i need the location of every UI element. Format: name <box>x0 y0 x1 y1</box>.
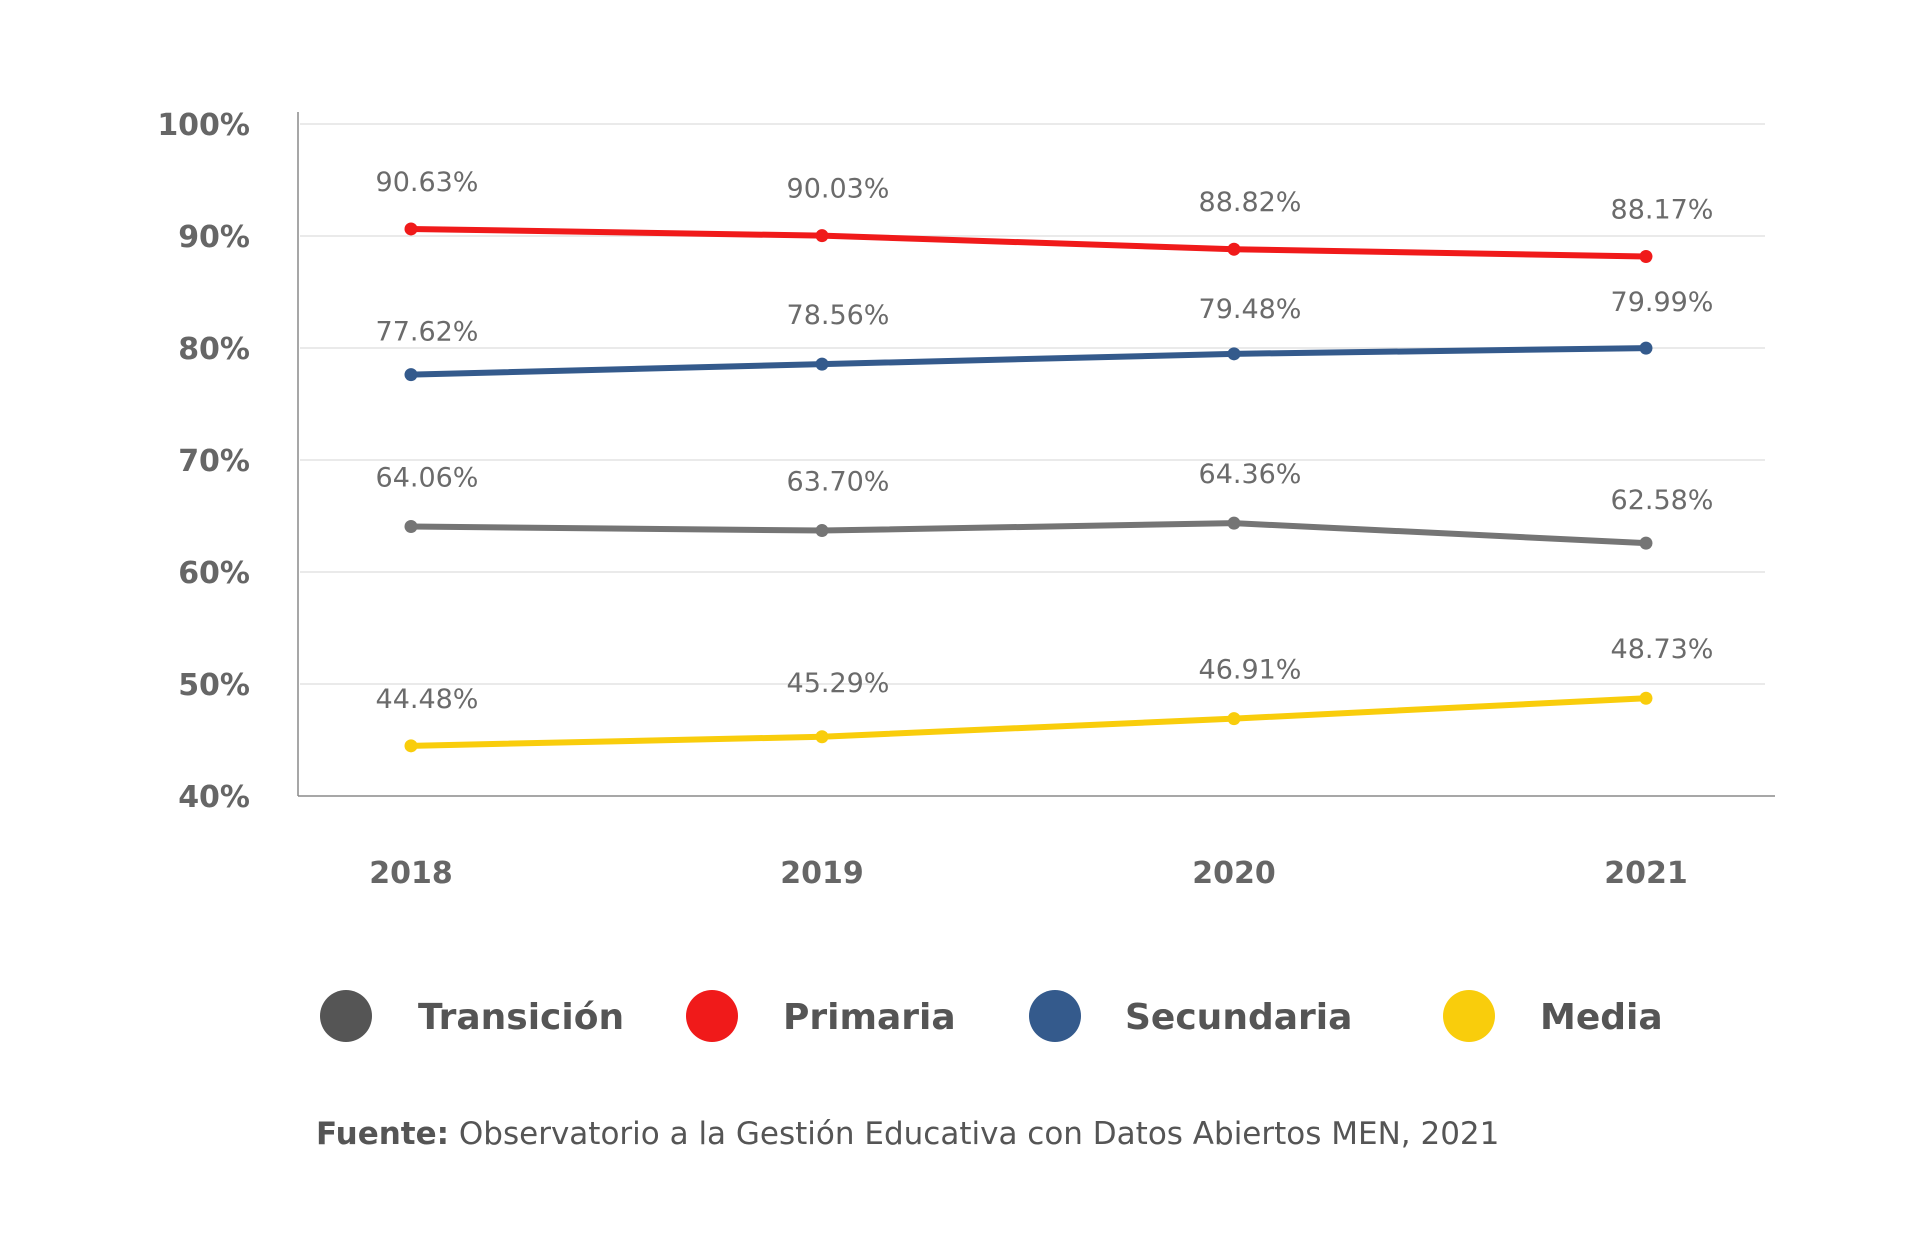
data-labels: 64.06% 63.70% 64.36% 62.58% 90.63% 90.03% 88.8… <box>376 167 1714 715</box>
y-tick-label: 70% <box>178 444 250 479</box>
series-line <box>408 695 1649 749</box>
data-label: 44.48% <box>376 684 479 715</box>
series-line <box>408 225 1649 260</box>
legend-label: Transición <box>418 997 624 1038</box>
data-point <box>1227 712 1241 726</box>
legend-marker <box>686 990 738 1042</box>
y-tick-labels: 40% 50% 60% 70% 80% 90% 100% <box>157 108 250 815</box>
data-point <box>815 730 829 744</box>
data-label: 88.82% <box>1199 187 1302 218</box>
data-point <box>1639 341 1653 355</box>
data-label: 77.62% <box>376 317 479 348</box>
data-point <box>815 229 829 243</box>
data-label: 64.36% <box>1199 459 1302 490</box>
legend-marker <box>1443 990 1495 1042</box>
legend-label: Primaria <box>783 997 956 1038</box>
data-label: 62.58% <box>1611 485 1714 516</box>
y-tick-label: 90% <box>178 220 250 255</box>
data-point <box>815 357 829 371</box>
data-point <box>404 520 418 534</box>
axes <box>297 112 1775 797</box>
legend-marker <box>320 990 372 1042</box>
data-point <box>1639 536 1653 550</box>
x-tick-label: 2020 <box>1192 856 1276 891</box>
data-label: 79.99% <box>1611 287 1714 318</box>
data-label: 63.70% <box>787 467 890 498</box>
data-label: 79.48% <box>1199 294 1302 325</box>
y-tick-label: 40% <box>178 780 250 815</box>
data-point <box>404 222 418 236</box>
y-tick-label: 50% <box>178 668 250 703</box>
data-label: 90.63% <box>376 167 479 198</box>
series-line <box>408 345 1649 378</box>
legend-label: Secundaria <box>1125 997 1352 1038</box>
legend-marker <box>1029 990 1081 1042</box>
data-label: 45.29% <box>787 668 890 699</box>
y-tick-label: 100% <box>157 108 250 143</box>
x-tick-labels: 2018 2019 2020 2021 <box>369 856 1688 891</box>
data-point <box>815 524 829 538</box>
data-label: 88.17% <box>1611 194 1714 225</box>
data-label: 46.91% <box>1199 655 1302 686</box>
y-tick-label: 60% <box>178 556 250 591</box>
x-tick-label: 2018 <box>369 856 453 891</box>
data-point <box>1227 347 1241 361</box>
source-note: Fuente: Observatorio a la Gestión Educat… <box>316 1116 1499 1152</box>
x-tick-label: 2019 <box>780 856 864 891</box>
legend: Transición Primaria Secundaria Media <box>320 990 1663 1042</box>
source-body: Observatorio a la Gestión Educativa con … <box>449 1116 1499 1152</box>
data-label: 48.73% <box>1611 634 1714 665</box>
legend-label: Media <box>1540 997 1663 1038</box>
y-tick-label: 80% <box>178 332 250 367</box>
data-label: 78.56% <box>787 300 890 331</box>
series-points <box>404 222 1653 753</box>
source-prefix: Fuente: <box>316 1116 449 1152</box>
data-point <box>1639 691 1653 705</box>
data-point <box>1639 249 1653 263</box>
data-label: 64.06% <box>376 463 479 494</box>
data-point <box>1227 242 1241 256</box>
data-label: 90.03% <box>787 174 890 205</box>
gridlines <box>300 123 1765 685</box>
x-tick-label: 2021 <box>1604 856 1688 891</box>
series-lines <box>408 225 1649 749</box>
data-point <box>404 368 418 382</box>
data-point <box>404 739 418 753</box>
series-line <box>408 520 1649 547</box>
data-point <box>1227 516 1241 530</box>
